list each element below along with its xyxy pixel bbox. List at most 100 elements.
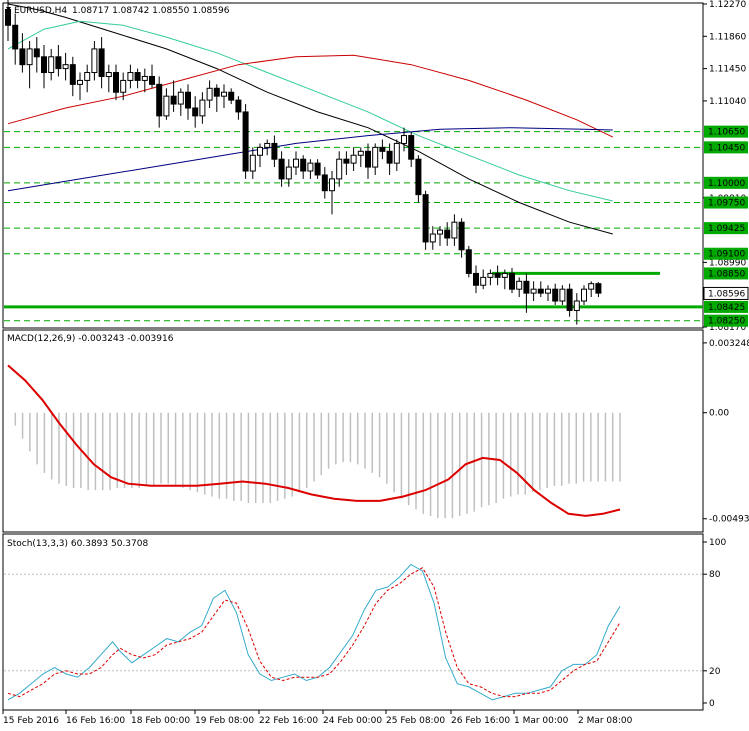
current-price-label: 1.08596 — [708, 289, 745, 299]
candle-body — [33, 48, 40, 58]
candle-body — [494, 272, 501, 278]
candle-body — [465, 249, 472, 274]
candle — [372, 143, 379, 175]
candle-body — [257, 146, 263, 156]
candle — [386, 143, 393, 175]
candle — [552, 283, 559, 305]
candle-body — [314, 162, 321, 176]
candle — [62, 52, 69, 81]
candle-body — [141, 75, 148, 81]
time-tick-label: 2 Mar 08:00 — [578, 716, 633, 726]
candle-body — [393, 142, 400, 164]
level-price-box — [704, 300, 748, 313]
candle — [149, 64, 155, 89]
candle — [185, 84, 191, 120]
candle — [199, 92, 206, 124]
candle-body — [120, 79, 127, 93]
time-tick-label: 18 Feb 00:00 — [131, 716, 190, 726]
candle — [242, 104, 249, 179]
candle — [221, 84, 227, 108]
level-price-label: 1.10450 — [708, 143, 745, 153]
candle — [163, 88, 170, 120]
candle-body — [545, 288, 551, 294]
candle-body — [156, 83, 163, 117]
candle-body — [365, 150, 371, 168]
candle-body — [185, 91, 191, 109]
candle — [120, 72, 127, 101]
level-price-box — [704, 141, 748, 154]
candle — [595, 282, 602, 298]
price-tick-label: 1.08170 — [709, 323, 746, 333]
level-price-box — [704, 314, 748, 327]
candle-body — [91, 48, 98, 74]
candle-body — [48, 56, 55, 74]
macd-signal — [7, 364, 621, 517]
candle — [458, 218, 465, 258]
candle — [530, 281, 537, 302]
time-tick-label: 24 Feb 00:00 — [323, 716, 382, 726]
candle — [19, 33, 26, 73]
level-price-box — [704, 176, 748, 189]
candle-body — [278, 158, 285, 180]
candle — [12, 13, 19, 65]
candle-body — [386, 150, 393, 164]
candle-body — [429, 233, 436, 243]
candle-body — [516, 280, 523, 290]
level-price-label: 1.08425 — [708, 303, 745, 313]
price-panel[interactable]: 1.122701.118601.114501.110401.098101.089… — [2, 0, 749, 333]
candle-body — [12, 24, 19, 50]
candle-body — [372, 146, 379, 168]
candle — [516, 277, 523, 298]
candle-body — [573, 300, 580, 311]
candle-body — [487, 272, 494, 278]
candle-body — [451, 221, 458, 239]
price-panel-frame — [2, 2, 704, 329]
candle-body — [444, 229, 451, 239]
candle-body — [221, 91, 227, 97]
candle — [33, 37, 40, 73]
macd-panel[interactable]: 0.003248 0.00 -0.00493 MACD(12,26,9) -0.00… — [2, 329, 749, 533]
macd-tick-label: 0.003248 — [709, 339, 749, 349]
time-tick-label: 26 Feb 16:00 — [451, 716, 510, 726]
candle — [509, 267, 515, 294]
candle-body — [581, 288, 587, 302]
chart-header-ohlc: 1.08717 1.08742 1.08550 1.08596 — [72, 6, 230, 16]
macd-axis: 0.003248 0.00 -0.00493 — [703, 339, 749, 525]
candle — [69, 56, 76, 97]
candle-body — [588, 283, 595, 290]
stoch-panel-frame — [2, 533, 704, 711]
candle-body — [422, 194, 429, 243]
candle-body — [105, 72, 112, 77]
candle — [573, 293, 580, 325]
macd-tick-label: -0.00493 — [709, 515, 749, 525]
candle — [141, 68, 148, 93]
moving-averages — [7, 3, 614, 235]
candle — [48, 48, 55, 81]
candle-body — [307, 162, 314, 172]
candle-body — [77, 79, 83, 85]
candle-body — [199, 99, 206, 117]
candle-body — [509, 272, 515, 290]
stochastic-panel[interactable]: 100 80 20 0 Stoch(13,3,3) 60.3893 50.3708 — [2, 533, 726, 711]
candle — [170, 80, 177, 112]
candle-body — [55, 56, 62, 70]
stochastic-axis: 100 80 20 0 — [703, 538, 726, 709]
stoch-tick-label: 20 — [709, 667, 721, 677]
macd-title: MACD(12,26,9) -0.003243 -0.003916 — [7, 334, 174, 344]
candle — [321, 167, 328, 199]
candle-body — [343, 158, 350, 164]
candle — [156, 76, 163, 128]
candle-body — [329, 178, 335, 192]
level-price-label: 1.09750 — [708, 199, 745, 209]
candle-body — [170, 95, 177, 105]
macd-signal-line — [7, 364, 621, 517]
candle — [501, 269, 508, 290]
candle — [192, 96, 199, 128]
candle — [444, 222, 451, 246]
time-tick-label: 1 Mar 00:00 — [514, 716, 569, 726]
price-tick-label: 1.11450 — [709, 65, 746, 75]
candle — [422, 190, 429, 250]
candle-body — [379, 146, 386, 152]
candle — [26, 41, 33, 89]
